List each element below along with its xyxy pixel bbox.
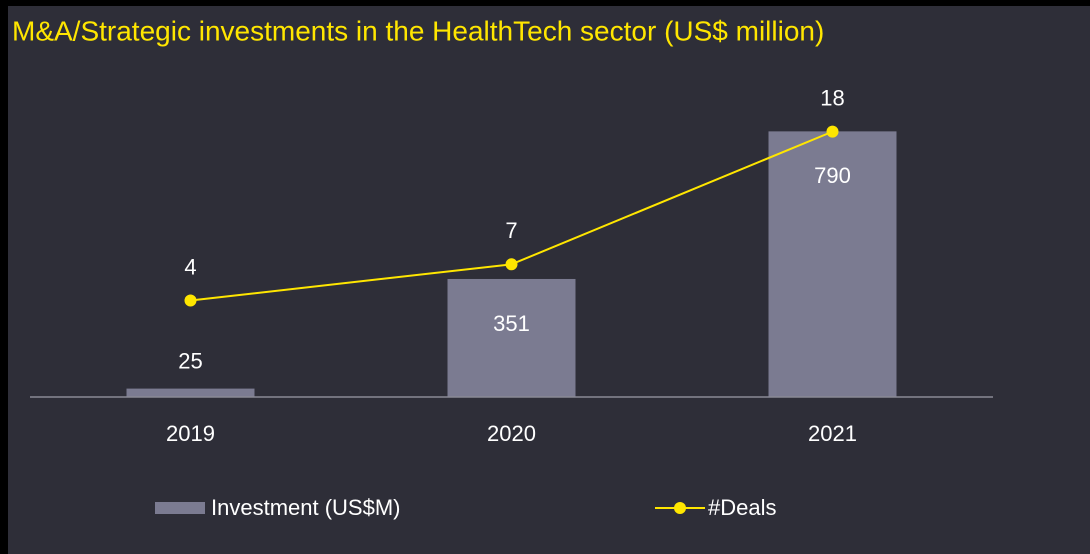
deals-point (826, 125, 839, 138)
legend-dot (674, 502, 686, 514)
x-tick-label: 2019 (166, 421, 215, 446)
bar-value-label: 25 (178, 348, 202, 373)
bar (126, 388, 255, 397)
x-tick-label: 2020 (487, 421, 536, 446)
deals-point (505, 258, 518, 271)
deals-value-label: 18 (820, 85, 844, 110)
bar (447, 278, 576, 397)
x-tick-label: 2021 (808, 421, 857, 446)
bar-value-label: 790 (814, 163, 851, 188)
deals-point (184, 294, 197, 307)
deals-value-label: 4 (184, 254, 196, 279)
deals-value-label: 7 (505, 218, 517, 243)
legend-label: #Deals (708, 495, 776, 520)
bar (768, 131, 897, 398)
bar-value-label: 351 (493, 311, 530, 336)
legend-label: Investment (US$M) (211, 495, 401, 520)
chart-title: M&A/Strategic investments in the HealthT… (12, 15, 824, 46)
legend-swatch (155, 502, 205, 514)
